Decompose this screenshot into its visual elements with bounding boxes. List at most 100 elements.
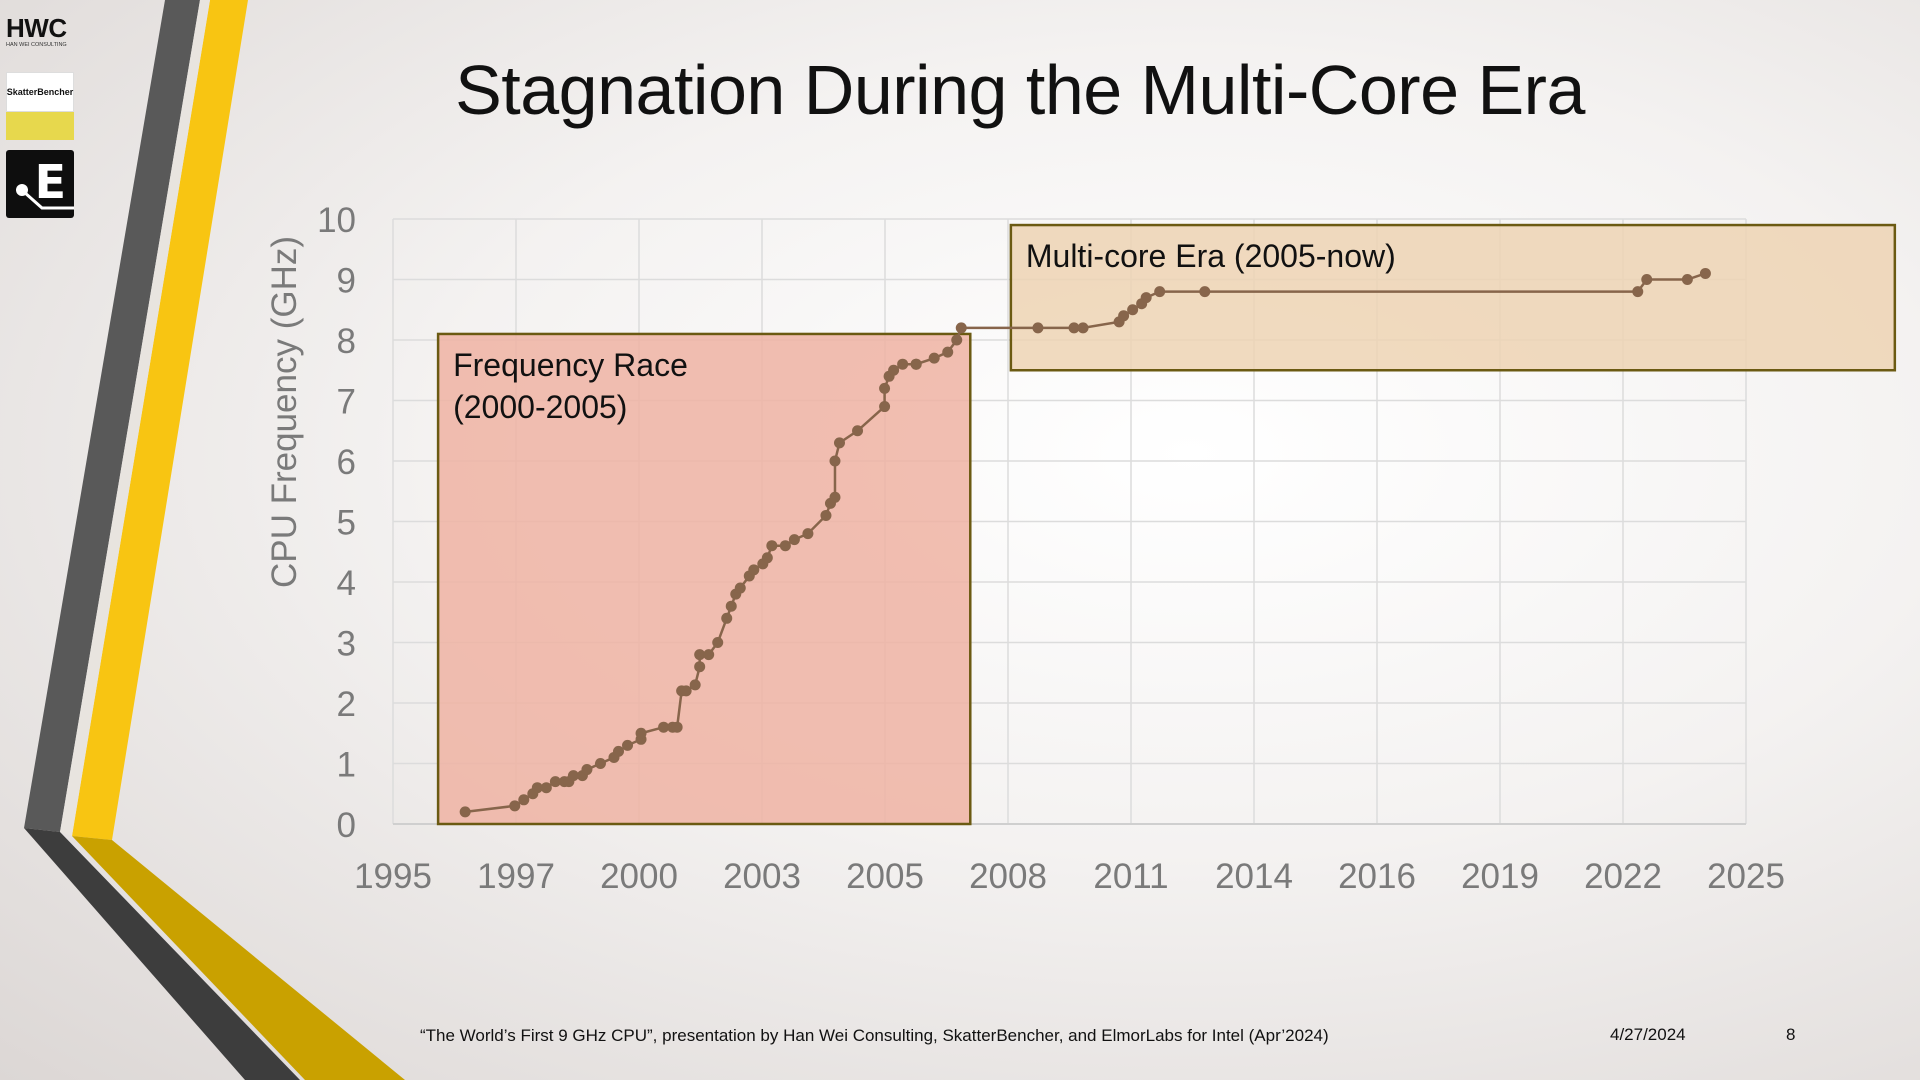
data-point bbox=[748, 564, 760, 576]
x-tick-label: 2025 bbox=[1707, 857, 1785, 896]
data-point bbox=[942, 346, 954, 358]
chart-series bbox=[459, 267, 1711, 818]
data-point bbox=[879, 382, 891, 394]
elmorlabs-logo: E bbox=[6, 150, 74, 218]
gray-stripe bbox=[24, 0, 200, 832]
y-tick-label: 5 bbox=[337, 504, 356, 543]
data-point bbox=[703, 649, 715, 661]
multicore-era-box bbox=[1009, 223, 1897, 372]
data-point bbox=[581, 764, 593, 776]
data-point bbox=[829, 455, 841, 467]
yellow-stripe bbox=[72, 0, 248, 840]
footer-note: “The World’s First 9 GHz CPU”, presentat… bbox=[420, 1026, 1329, 1045]
data-point bbox=[658, 721, 670, 733]
data-point bbox=[1077, 322, 1089, 334]
data-point bbox=[694, 661, 706, 673]
skatterbencher-logo-text: SkatterBencher bbox=[6, 72, 74, 112]
data-point bbox=[567, 770, 579, 782]
data-point bbox=[1032, 322, 1044, 334]
data-point bbox=[1068, 322, 1080, 334]
y-tick-label: 10 bbox=[317, 201, 356, 240]
y-tick-label: 8 bbox=[337, 322, 356, 361]
data-point bbox=[852, 425, 864, 437]
data-point bbox=[1681, 274, 1693, 285]
x-tick-label: 2000 bbox=[600, 857, 678, 896]
data-point bbox=[622, 739, 634, 751]
data-point bbox=[540, 782, 552, 794]
data-point bbox=[897, 358, 909, 370]
highlight-stripe bbox=[60, 0, 210, 836]
y-tick-label: 1 bbox=[337, 746, 356, 785]
x-tick-label: 2003 bbox=[723, 857, 801, 896]
data-point bbox=[1127, 304, 1139, 316]
dark-diagonal-stripe bbox=[24, 828, 300, 1080]
slide-title: Stagnation During the Multi-Core Era bbox=[455, 51, 1585, 129]
hwc-logo-subtext: HAN WEI CONSULTING bbox=[6, 42, 67, 48]
data-point bbox=[1118, 310, 1130, 322]
y-tick-label: 2 bbox=[337, 685, 356, 724]
y-tick-label: 4 bbox=[337, 564, 356, 603]
data-point bbox=[1632, 286, 1644, 298]
data-point bbox=[802, 528, 814, 540]
data-point bbox=[694, 649, 706, 661]
frequency-race-box bbox=[436, 332, 972, 826]
data-point bbox=[734, 582, 746, 594]
data-point bbox=[680, 685, 692, 697]
y-axis-label: CPU Frequency (GHz) bbox=[265, 236, 304, 588]
data-point bbox=[1140, 292, 1152, 304]
multicore-era-box-label: Multi-core Era (2005-now) bbox=[1026, 238, 1396, 274]
elmorlabs-logo-letter: E bbox=[34, 155, 66, 209]
elmorlabs-logo-graphic bbox=[16, 184, 74, 210]
hwc-logo: HWC HAN WEI CONSULTING bbox=[6, 14, 74, 62]
x-tick-label: 1995 bbox=[354, 857, 432, 896]
x-tick-label: 1997 bbox=[477, 857, 555, 896]
data-point bbox=[671, 721, 683, 733]
y-tick-label: 0 bbox=[337, 806, 356, 845]
frequency-race-box-label-line2: (2000-2005) bbox=[453, 389, 627, 425]
x-tick-label: 2014 bbox=[1215, 857, 1293, 896]
data-point bbox=[518, 794, 530, 806]
x-tick-label: 2011 bbox=[1093, 857, 1168, 896]
data-point bbox=[1154, 286, 1166, 298]
data-point bbox=[951, 334, 963, 346]
data-point bbox=[509, 800, 521, 812]
data-point bbox=[689, 679, 701, 691]
data-point bbox=[635, 727, 647, 739]
data-point bbox=[725, 600, 737, 612]
data-point bbox=[833, 437, 845, 449]
data-point bbox=[549, 776, 561, 788]
data-point bbox=[1699, 267, 1711, 279]
page-number: 8 bbox=[1786, 1025, 1796, 1044]
data-point bbox=[820, 509, 832, 521]
chart-annotations: Frequency Race (2000-2005) Multi-core Era … bbox=[436, 223, 1897, 826]
data-point bbox=[1199, 286, 1211, 298]
x-tick-label: 2022 bbox=[1584, 857, 1662, 896]
data-point bbox=[910, 358, 922, 370]
x-tick-label: 2008 bbox=[969, 857, 1047, 896]
x-tick-label: 2005 bbox=[846, 857, 924, 896]
skatterbencher-logo-band bbox=[6, 112, 74, 140]
hwc-logo-text: HWC bbox=[6, 13, 67, 43]
data-point bbox=[766, 540, 778, 552]
data-point bbox=[721, 612, 733, 624]
footer-date: 4/27/2024 bbox=[1610, 1025, 1686, 1044]
x-tick-label: 2019 bbox=[1461, 857, 1539, 896]
data-point bbox=[594, 758, 606, 769]
data-point bbox=[955, 322, 967, 334]
data-point bbox=[459, 806, 471, 818]
data-point bbox=[788, 534, 800, 546]
data-point bbox=[1641, 274, 1653, 285]
data-point bbox=[928, 352, 940, 364]
y-tick-label: 6 bbox=[337, 443, 356, 482]
data-point bbox=[879, 401, 891, 413]
data-point bbox=[531, 782, 543, 794]
gold-diagonal-stripe bbox=[72, 836, 405, 1080]
y-tick-label: 3 bbox=[337, 625, 356, 664]
chart-ticks: 0 1 2 3 4 5 6 7 8 9 10 1995 1997 2000 2003 2005 2008 2011… bbox=[317, 201, 1785, 896]
data-point bbox=[779, 540, 791, 552]
data-point bbox=[829, 491, 841, 503]
frequency-race-box-label: Frequency Race bbox=[453, 347, 688, 383]
data-point bbox=[761, 552, 773, 564]
